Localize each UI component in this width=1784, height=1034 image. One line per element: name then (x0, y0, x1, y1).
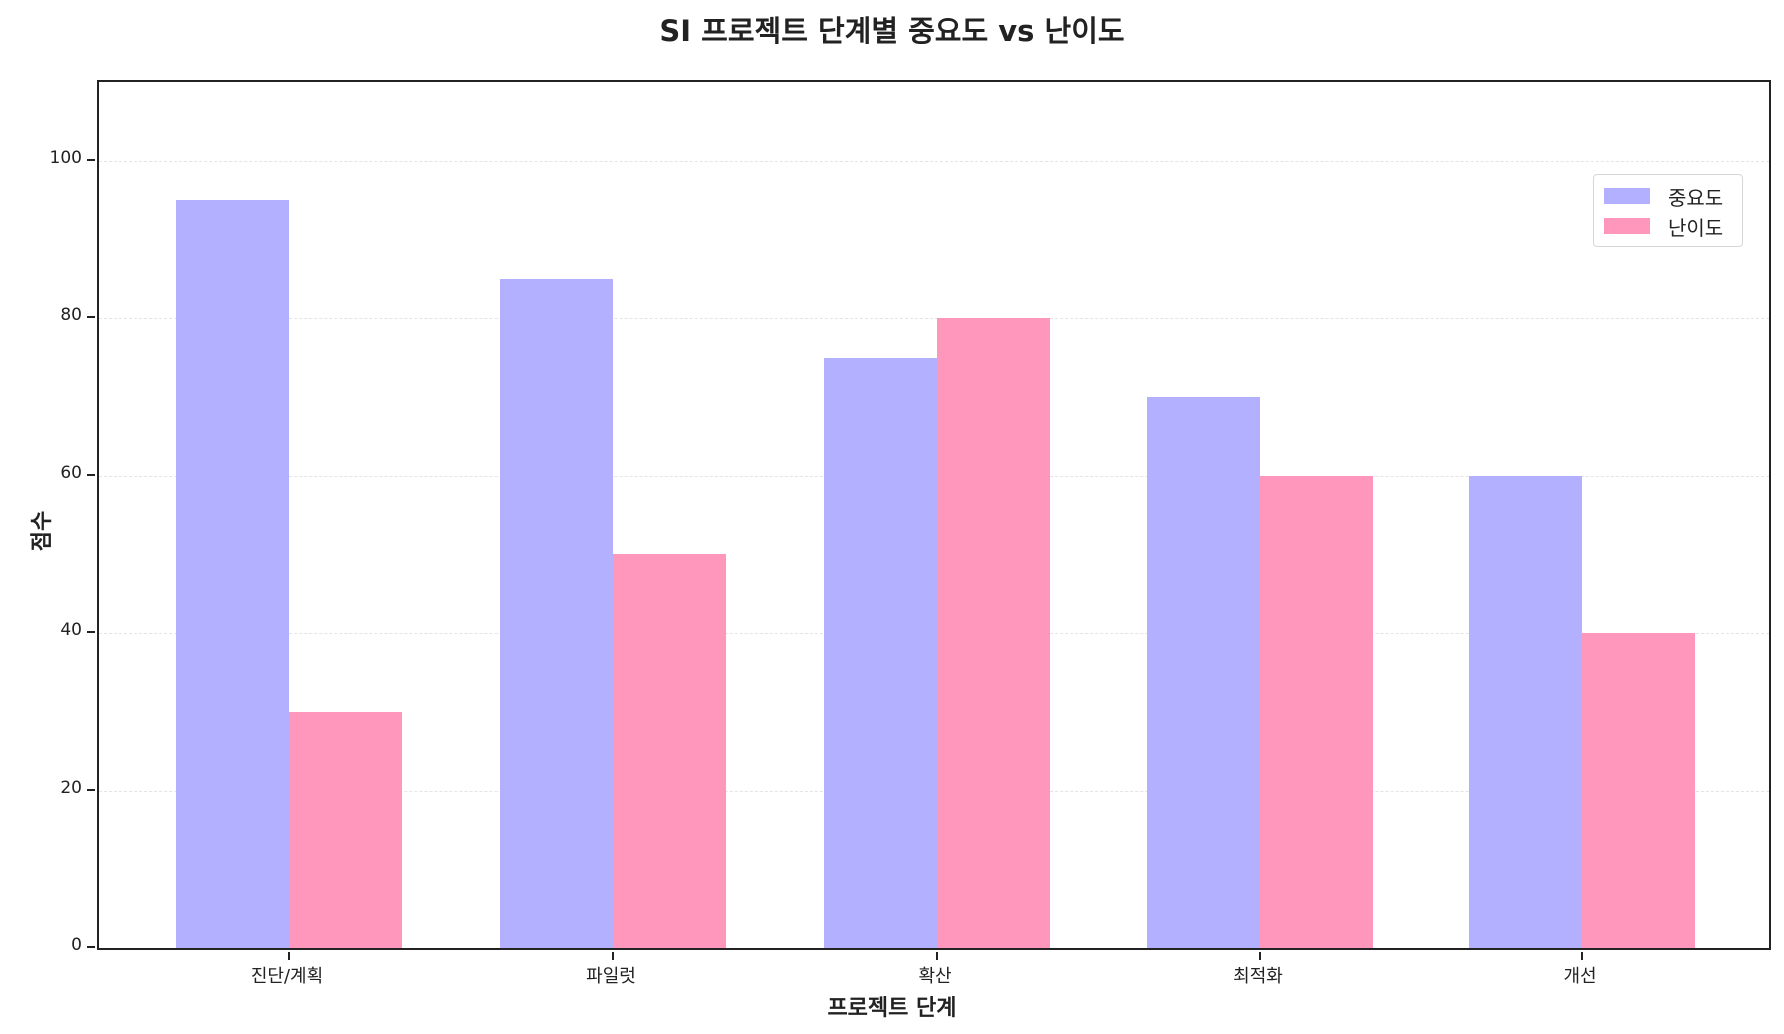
y-tick (87, 631, 95, 634)
bar-difficulty (1582, 633, 1695, 948)
y-tick-label: 40 (60, 620, 82, 641)
x-tick (936, 952, 938, 960)
x-tick (1259, 952, 1261, 960)
y-tick-label: 80 (60, 305, 82, 326)
y-tick-label: 20 (60, 777, 82, 798)
legend-swatch-importance (1604, 188, 1650, 204)
legend-swatch-difficulty (1604, 218, 1650, 234)
y-tick (87, 158, 95, 161)
y-tick (87, 788, 95, 791)
bar-difficulty (289, 711, 402, 948)
bar-importance (824, 357, 937, 948)
legend-item-difficulty: 난이도 (1604, 213, 1724, 240)
x-tick-label: 확산 (918, 966, 952, 987)
y-tick-label: 60 (60, 462, 82, 483)
bar-difficulty (1260, 475, 1373, 948)
x-tick-label: 개선 (1563, 966, 1597, 987)
plot-area: 중요도 난이도 (97, 80, 1771, 960)
gridline (99, 318, 1769, 320)
x-tick (1581, 952, 1583, 960)
x-axis-label: 프로젝트 단계 (827, 996, 957, 1021)
legend-item-importance: 중요도 (1604, 183, 1724, 210)
gridline (99, 160, 1769, 162)
bar-importance (500, 278, 613, 948)
y-tick (87, 473, 95, 476)
x-tick-label: 최적화 (1233, 966, 1283, 987)
y-tick-label: 100 (49, 147, 82, 168)
bar-importance (176, 200, 289, 948)
x-tick-label: 진단/계획 (250, 966, 324, 987)
y-tick-label: 0 (71, 935, 82, 955)
x-tick (612, 952, 614, 960)
bar-importance (1469, 475, 1582, 948)
y-axis-label: 점수 (30, 510, 55, 552)
x-tick (288, 952, 290, 960)
legend-label-importance: 중요도 (1668, 185, 1724, 210)
bar-difficulty (613, 554, 726, 948)
bar-difficulty (937, 318, 1050, 948)
bar-importance (1147, 396, 1260, 948)
y-tick (87, 946, 95, 948)
legend: 중요도 난이도 (1593, 174, 1743, 247)
legend-label-difficulty: 난이도 (1668, 215, 1724, 240)
x-tick-label: 파일럿 (586, 966, 636, 987)
chart-title: SI 프로젝트 단계별 중요도 vs 난이도 (659, 14, 1125, 48)
y-tick (87, 316, 95, 319)
